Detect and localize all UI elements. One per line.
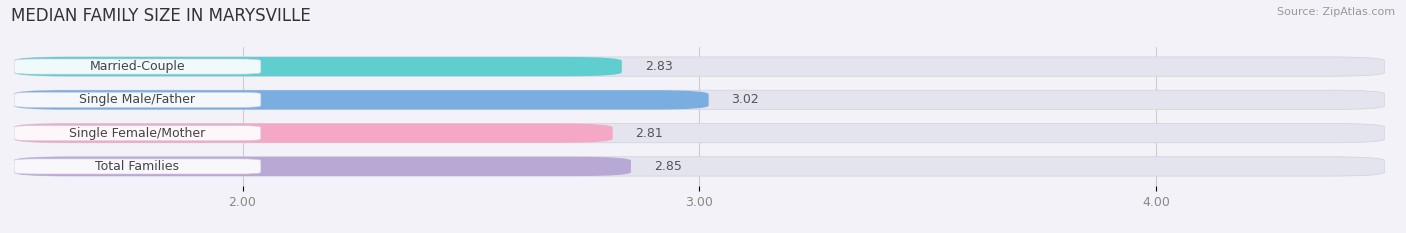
FancyBboxPatch shape bbox=[14, 123, 613, 143]
FancyBboxPatch shape bbox=[14, 157, 1385, 176]
FancyBboxPatch shape bbox=[14, 92, 262, 107]
Text: Single Male/Father: Single Male/Father bbox=[79, 93, 195, 106]
Text: 2.81: 2.81 bbox=[636, 127, 664, 140]
Text: Married-Couple: Married-Couple bbox=[90, 60, 186, 73]
FancyBboxPatch shape bbox=[14, 59, 262, 74]
Text: Single Female/Mother: Single Female/Mother bbox=[69, 127, 205, 140]
Text: Source: ZipAtlas.com: Source: ZipAtlas.com bbox=[1277, 7, 1395, 17]
FancyBboxPatch shape bbox=[14, 90, 709, 110]
Text: 2.83: 2.83 bbox=[644, 60, 672, 73]
Text: MEDIAN FAMILY SIZE IN MARYSVILLE: MEDIAN FAMILY SIZE IN MARYSVILLE bbox=[11, 7, 311, 25]
FancyBboxPatch shape bbox=[14, 157, 631, 176]
FancyBboxPatch shape bbox=[14, 126, 262, 141]
FancyBboxPatch shape bbox=[14, 57, 621, 76]
FancyBboxPatch shape bbox=[14, 159, 262, 174]
Text: 2.85: 2.85 bbox=[654, 160, 682, 173]
Text: 3.02: 3.02 bbox=[731, 93, 759, 106]
FancyBboxPatch shape bbox=[14, 57, 1385, 76]
Text: Total Families: Total Families bbox=[96, 160, 180, 173]
FancyBboxPatch shape bbox=[14, 90, 1385, 110]
FancyBboxPatch shape bbox=[14, 123, 1385, 143]
